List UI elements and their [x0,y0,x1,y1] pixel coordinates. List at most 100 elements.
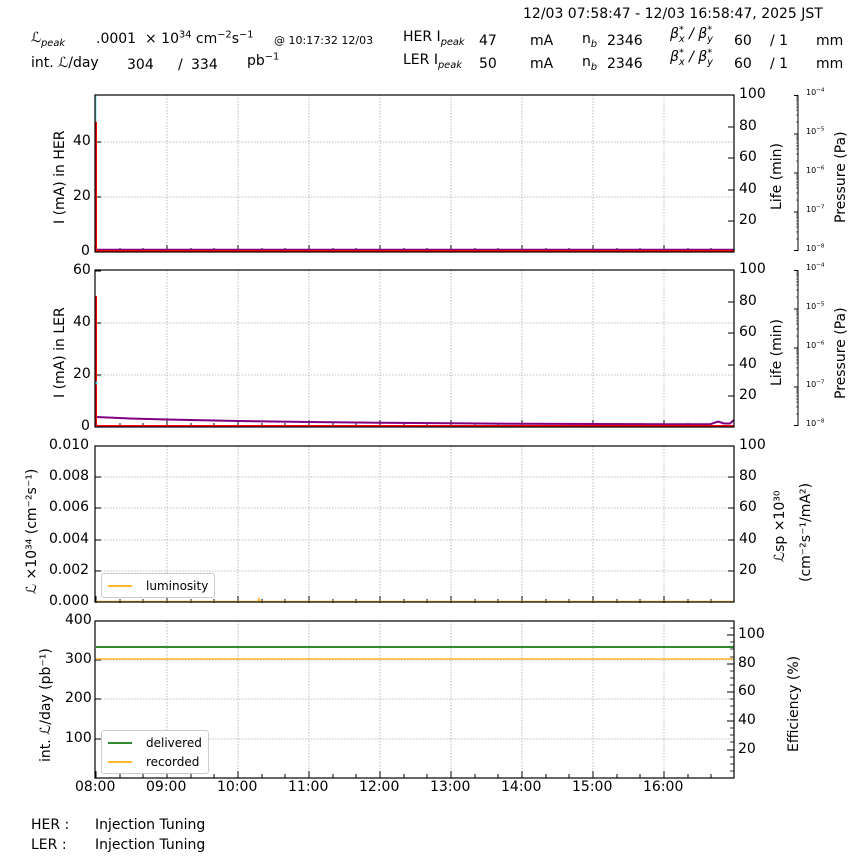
ler-ytick: 40 [73,314,91,330]
intl-delivered: 334 [191,57,218,73]
lum-lsp-tick: 100 [739,437,766,453]
ler-current-line [95,296,734,427]
ler-ipeak-label: LER Ipeak [403,52,462,71]
her-life-tick: 80 [739,118,757,134]
lpeak-value: .0001 × 1034 cm−2s−1 [96,29,254,47]
ler-status-label: LER : [31,837,67,853]
her-ipeak-label: HER Ipeak [403,29,465,48]
eff-tick: 40 [738,712,756,728]
lum-right-label-1: ℒsp ×10³⁰ [772,490,788,562]
ler-ytick: 0 [81,418,90,434]
lpeak-label: ℒpeak [31,30,66,49]
her-status-value: Injection Tuning [95,817,206,833]
her-status-label: HER : [31,817,70,833]
ler-ytick: 60 [73,262,91,278]
ler-ylabel: I (mA) in LER [52,307,68,398]
ler-nb-value: 2346 [607,56,643,72]
lum-ylabel: ℒ ×10³⁴ (cm⁻²s⁻¹) [24,468,40,594]
legend-item-delivered: delivered [108,733,202,752]
ler-panel [94,269,799,428]
ler-ytick: 20 [73,366,91,382]
intl-ytick: 100 [65,730,92,746]
her-current-line [95,122,734,252]
her-ytick: 0 [81,243,90,259]
lum-lsp-tick: 40 [739,531,757,547]
intl-recorded: 304 [127,57,154,73]
her-beta-x: 60 [734,33,752,49]
ler-pressure-label: Pressure (Pa) [833,307,849,399]
xtick: 16:00 [643,779,684,795]
eff-tick: 80 [738,655,756,671]
intl-unit: pb−1 [247,51,280,69]
intl-legend: delivered recorded [101,730,209,774]
luminosity-swatch [108,584,132,587]
intl-ytick: 300 [65,651,92,667]
ler-nb-label: nb [582,54,598,73]
her-ipeak-unit: mA [530,33,554,49]
her-life-tick: 40 [739,181,757,197]
xtick: 12:00 [359,779,400,795]
eff-tick: 100 [738,626,765,642]
lum-right-label-2: (cm⁻²s⁻¹/mA²) [798,482,814,582]
intl-sep: / [178,57,183,73]
ler-beta-unit: mm [816,56,844,72]
lpeak-time: @ 10:17:32 12/03 [274,34,374,47]
her-panel [94,94,799,253]
legend-item-recorded: recorded [108,752,202,771]
eff-tick: 20 [738,741,756,757]
lum-ytick: 0.010 [49,437,90,453]
her-life-tick: 100 [739,86,766,102]
ler-life-tick: 100 [739,261,766,277]
xtick: 11:00 [288,779,329,795]
intl-ytick: 400 [65,612,92,628]
eff-tick: 60 [738,683,756,699]
xtick: 14:00 [501,779,542,795]
xtick: 15:00 [572,779,613,795]
lum-ytick: 0.004 [49,531,90,547]
xtick: 08:00 [75,779,116,795]
her-life-label: Life (min) [769,142,785,210]
her-ytick: 20 [73,188,91,204]
ler-life-tick: 60 [739,324,757,340]
luminosity-line [96,596,734,603]
time-range: 12/03 07:58:47 - 12/03 16:58:47, 2025 JS… [523,6,823,22]
ler-life-tick: 40 [739,356,757,372]
lum-lsp-tick: 20 [739,562,757,578]
intl-ytick: 200 [65,690,92,706]
her-life-tick: 20 [739,212,757,228]
her-life-tick: 60 [739,149,757,165]
intl-label: int. ℒ/day [31,55,99,71]
ler-life-label: Life (min) [769,318,785,386]
intl-ylabel: int. ℒ/day (pb⁻¹) [38,648,54,762]
lum-ytick: 0.008 [49,468,90,484]
xtick: 13:00 [430,779,471,795]
xtick: 10:00 [217,779,258,795]
ler-ipeak-value: 50 [479,56,497,72]
delivered-swatch [108,741,132,744]
ler-beta-label: β*x / β*y [670,47,713,68]
ler-beta-y: / 1 [770,56,789,72]
her-beta-label: β*x / β*y [670,24,713,45]
ler-life-tick: 20 [739,387,757,403]
ler-beta-x: 60 [734,56,752,72]
ler-ipeak-unit: mA [530,56,554,72]
lum-legend: luminosity [101,573,216,598]
ler-life-tick: 80 [739,293,757,309]
lum-ytick: 0.000 [49,593,90,609]
her-nb-label: nb [582,31,598,50]
recorded-swatch [108,760,132,763]
lum-ytick: 0.002 [49,562,90,578]
her-pressure-label: Pressure (Pa) [833,131,849,223]
lum-panel [94,445,735,604]
eff-label: Efficiency (%) [786,655,802,752]
her-ipeak-value: 47 [479,33,497,49]
her-nb-value: 2346 [607,33,643,49]
ler-lifetime-line [95,416,735,426]
legend-item-luminosity: luminosity [108,576,208,595]
her-ytick: 40 [73,133,91,149]
her-beta-y: / 1 [770,33,789,49]
lum-lsp-tick: 60 [739,499,757,515]
lum-ytick: 0.006 [49,499,90,515]
ler-status-value: Injection Tuning [95,837,206,853]
